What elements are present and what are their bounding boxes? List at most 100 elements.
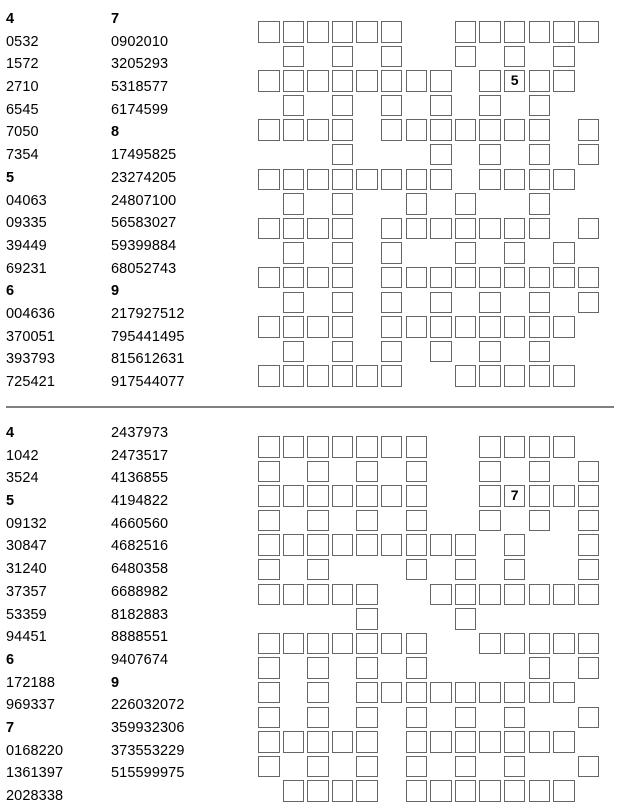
grid-cell[interactable] [553, 45, 575, 68]
grid-cell[interactable] [380, 266, 403, 289]
grid-cell[interactable] [528, 291, 551, 314]
grid-cell[interactable] [454, 266, 477, 289]
grid-cell[interactable] [553, 21, 575, 43]
grid-cell[interactable] [307, 365, 329, 387]
grid-cell[interactable] [356, 755, 378, 778]
grid-cell[interactable] [258, 365, 280, 387]
grid-cell[interactable] [258, 755, 280, 778]
grid-cell[interactable] [454, 365, 477, 387]
grid-cell[interactable] [577, 583, 600, 606]
grid-cell[interactable] [405, 632, 428, 655]
grid-cell[interactable] [331, 632, 354, 655]
grid-cell[interactable] [331, 193, 354, 215]
grid-cell[interactable] [503, 681, 526, 704]
grid-cell[interactable] [282, 534, 305, 556]
grid-cell[interactable] [479, 21, 501, 43]
grid-cell[interactable] [356, 731, 378, 753]
grid-cell[interactable] [528, 193, 551, 215]
grid-cell[interactable] [307, 119, 329, 141]
grid-cell[interactable] [331, 485, 354, 507]
grid-cell[interactable] [331, 291, 354, 314]
grid-cell[interactable] [380, 168, 403, 191]
grid-cell[interactable] [479, 119, 501, 141]
grid-cell[interactable] [503, 436, 526, 458]
grid-cell[interactable] [454, 731, 477, 753]
grid-cell[interactable] [282, 780, 305, 802]
grid-cell[interactable] [528, 485, 551, 507]
grid-cell[interactable] [380, 340, 403, 363]
grid-cell[interactable] [479, 340, 501, 363]
grid-cell[interactable] [258, 217, 280, 240]
grid-cell[interactable] [331, 316, 354, 338]
grid-cell[interactable] [258, 632, 280, 655]
grid-cell[interactable] [258, 583, 280, 606]
grid-cell[interactable] [331, 21, 354, 43]
grid-cell[interactable] [528, 365, 551, 387]
grid-cell[interactable] [258, 558, 280, 581]
grid-cell[interactable] [307, 316, 329, 338]
grid-cell[interactable] [454, 558, 477, 581]
grid-cell[interactable] [430, 681, 452, 704]
grid-cell[interactable] [380, 632, 403, 655]
grid-cell[interactable] [528, 436, 551, 458]
grid-cell[interactable] [356, 460, 378, 483]
grid-cell[interactable] [405, 731, 428, 753]
grid-cell[interactable] [503, 534, 526, 556]
crossword-grid-top[interactable]: 5 [258, 21, 602, 390]
grid-cell[interactable] [258, 21, 280, 43]
grid-cell[interactable] [454, 780, 477, 802]
grid-cell[interactable] [258, 706, 280, 729]
grid-cell[interactable] [528, 21, 551, 43]
grid-cell[interactable] [405, 316, 428, 338]
grid-cell[interactable] [479, 266, 501, 289]
grid-cell[interactable] [528, 316, 551, 338]
grid-cell[interactable] [454, 534, 477, 556]
grid-cell[interactable] [282, 632, 305, 655]
grid-cell[interactable] [405, 217, 428, 240]
grid-cell[interactable] [307, 460, 329, 483]
grid-cell[interactable] [331, 70, 354, 92]
grid-cell[interactable] [356, 534, 378, 556]
grid-cell-numbered[interactable]: 5 [503, 70, 526, 92]
grid-cell[interactable] [307, 657, 329, 679]
grid-cell[interactable] [430, 780, 452, 802]
grid-cell[interactable] [282, 94, 305, 117]
grid-cell[interactable] [282, 316, 305, 338]
grid-cell[interactable] [282, 485, 305, 507]
grid-cell[interactable] [356, 365, 378, 387]
grid-cell[interactable] [479, 316, 501, 338]
grid-cell[interactable] [430, 119, 452, 141]
grid-cell[interactable] [454, 608, 477, 630]
grid-cell[interactable] [356, 583, 378, 606]
grid-cell[interactable] [503, 755, 526, 778]
grid-cell[interactable] [430, 94, 452, 117]
grid-cell[interactable] [528, 340, 551, 363]
grid-cell[interactable] [430, 316, 452, 338]
grid-cell[interactable] [577, 706, 600, 729]
grid-cell[interactable] [553, 731, 575, 753]
grid-cell[interactable] [479, 583, 501, 606]
grid-cell[interactable] [307, 168, 329, 191]
grid-cell[interactable] [380, 436, 403, 458]
grid-cell[interactable] [307, 217, 329, 240]
grid-cell[interactable] [405, 780, 428, 802]
grid-cell[interactable] [258, 485, 280, 507]
grid-cell[interactable] [356, 436, 378, 458]
grid-cell[interactable] [380, 291, 403, 314]
grid-cell[interactable] [405, 266, 428, 289]
grid-cell[interactable] [528, 780, 551, 802]
grid-cell[interactable] [356, 681, 378, 704]
grid-cell[interactable] [405, 460, 428, 483]
grid-cell[interactable] [503, 168, 526, 191]
grid-cell[interactable] [405, 681, 428, 704]
grid-cell[interactable] [405, 436, 428, 458]
grid-cell[interactable] [479, 217, 501, 240]
grid-cell[interactable] [528, 143, 551, 166]
grid-cell[interactable] [454, 706, 477, 729]
grid-cell[interactable] [479, 168, 501, 191]
grid-cell[interactable] [528, 731, 551, 753]
grid-cell[interactable] [479, 94, 501, 117]
grid-cell[interactable] [258, 657, 280, 679]
grid-cell[interactable] [553, 242, 575, 264]
grid-cell[interactable] [553, 681, 575, 704]
